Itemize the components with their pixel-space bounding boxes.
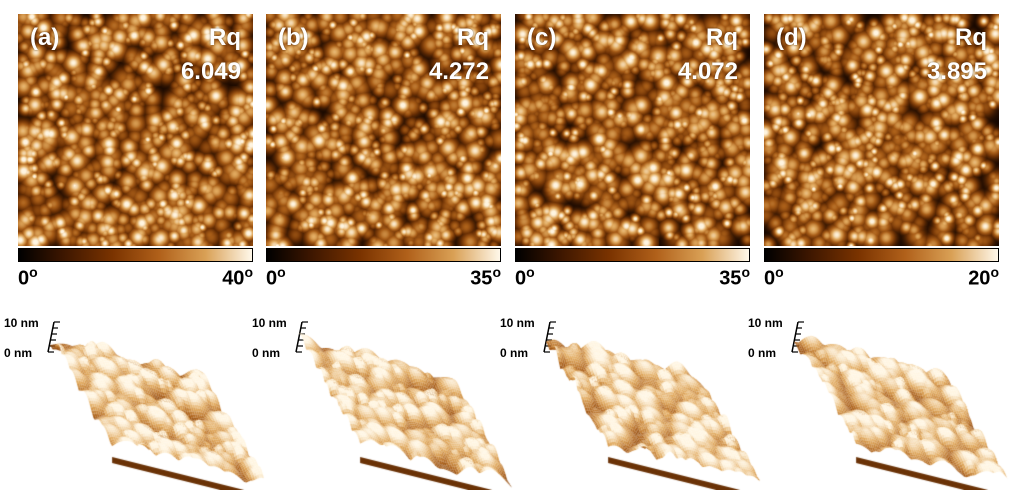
scale-min: 0o xyxy=(266,264,286,290)
height-label-top: 10 nm xyxy=(748,316,783,330)
scale-max: 20o xyxy=(968,264,999,290)
afm-image-d: (d) Rq 3.895 xyxy=(764,14,999,246)
afm-panel-b: (b) Rq 4.272 0o 35o xyxy=(266,14,501,290)
rq-title: Rq xyxy=(955,24,987,51)
rq-title: Rq xyxy=(706,24,738,51)
afm-panel-d: (d) Rq 3.895 0o 20o xyxy=(764,14,999,290)
scale-max: 40o xyxy=(222,264,253,290)
rq-title: Rq xyxy=(457,24,489,51)
color-scale-bar xyxy=(515,248,750,262)
rq-value: 4.072 xyxy=(677,58,738,85)
height-label-bottom: 0 nm xyxy=(252,346,281,360)
surface-3d-b: 10 nm 0 nm xyxy=(248,312,518,492)
height-label-top: 10 nm xyxy=(500,316,535,330)
afm-panel-c: (c) Rq 4.072 0o 35o xyxy=(515,14,750,290)
scale-min: 0o xyxy=(515,264,535,290)
afm-image-b: (b) Rq 4.272 xyxy=(266,14,501,246)
surface-3d-c: 10 nm 0 nm xyxy=(496,312,766,492)
panel-label: (c) xyxy=(527,24,557,51)
surface-3d-a: 10 nm 0 nm xyxy=(0,312,270,492)
color-scale-bar xyxy=(764,248,999,262)
surface-render xyxy=(298,330,518,490)
rq-value: 4.272 xyxy=(428,58,489,85)
surface-render xyxy=(546,330,766,490)
height-label-bottom: 0 nm xyxy=(500,346,529,360)
surface-render xyxy=(794,330,1014,490)
height-label-top: 10 nm xyxy=(252,316,287,330)
afm-image-a: (a) Rq 6.049 xyxy=(18,14,253,246)
color-scale-bar xyxy=(266,248,501,262)
panel-label: (a) xyxy=(30,24,60,51)
rq-value: 6.049 xyxy=(180,58,241,85)
scale-min: 0o xyxy=(18,264,38,290)
surface-render xyxy=(50,330,270,490)
rq-value: 3.895 xyxy=(926,58,987,85)
rq-title: Rq xyxy=(209,24,241,51)
scale-min: 0o xyxy=(764,264,784,290)
scale-max: 35o xyxy=(470,264,501,290)
panel-label: (d) xyxy=(776,24,807,51)
afm-panel-a: (a) Rq 6.049 0o 40o xyxy=(18,14,253,290)
panel-label: (b) xyxy=(278,24,309,51)
height-label-bottom: 0 nm xyxy=(748,346,777,360)
afm-image-c: (c) Rq 4.072 xyxy=(515,14,750,246)
scale-max: 35o xyxy=(719,264,750,290)
height-label-bottom: 0 nm xyxy=(4,346,33,360)
surface-3d-d: 10 nm 0 nm xyxy=(744,312,1014,492)
height-label-top: 10 nm xyxy=(4,316,39,330)
color-scale-bar xyxy=(18,248,253,262)
